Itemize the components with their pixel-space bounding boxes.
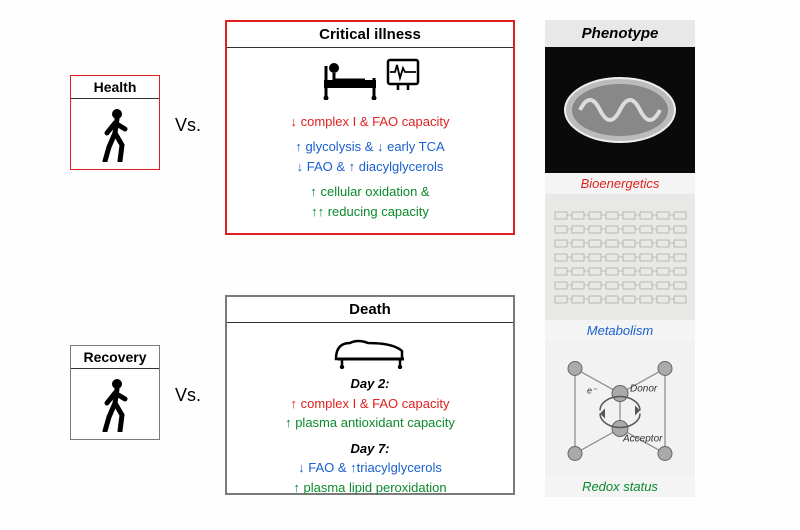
critical-line: ↓ complex I & FAO capacity (239, 113, 501, 131)
health-title: Health (71, 76, 159, 99)
death-title: Death (227, 297, 513, 323)
phenotype-label: Bioenergetics (545, 173, 695, 194)
critical-title: Critical illness (227, 22, 513, 48)
recovery-title: Recovery (71, 346, 159, 369)
walking-person-icon (71, 369, 159, 440)
svg-text:e⁻: e⁻ (587, 386, 598, 396)
day7-header: Day 7: (239, 440, 501, 458)
redox-network-icon: e⁻ Donor Acceptor (545, 341, 695, 476)
day2-header: Day 2: (239, 375, 501, 393)
svg-text:Donor: Donor (630, 384, 658, 395)
critical-line: ↓ FAO & ↑ diacylglycerols (239, 158, 501, 176)
death-box: Death Day 2: ↑ complex I & FAO capacity↑… (225, 295, 515, 495)
pathway-map-icon (545, 194, 695, 320)
day2-line: ↑ complex I & FAO capacity (239, 395, 501, 413)
monitor-icon (386, 58, 420, 105)
svg-text:Acceptor: Acceptor (622, 434, 663, 445)
death-content: Day 2: ↑ complex I & FAO capacity↑ plasm… (227, 323, 513, 508)
hospital-bed-icon (320, 58, 380, 105)
critical-icon-row (239, 58, 501, 105)
vs-label-2: Vs. (175, 385, 201, 406)
day7-line: ↓ FAO & ↑triacylglycerols (239, 459, 501, 477)
phenotype-label: Redox status (545, 476, 695, 497)
critical-illness-box: Critical illness (225, 20, 515, 235)
health-box: Health (70, 75, 160, 170)
recovery-box: Recovery (70, 345, 160, 440)
critical-line: ↑↑ reducing capacity (239, 203, 501, 221)
phenotype-panel: Bioenergetics (545, 47, 695, 194)
covered-body-icon (239, 333, 501, 369)
phenotype-label: Metabolism (545, 320, 695, 341)
phenotype-title: Phenotype (545, 20, 695, 47)
phenotype-panel: Metabolism (545, 194, 695, 341)
critical-content: ↓ complex I & FAO capacity ↑ glycolysis &… (227, 48, 513, 232)
mitochondrion-icon (545, 47, 695, 173)
day7-line: ↑ plasma lipid peroxidation (239, 479, 501, 497)
critical-line: ↑ glycolysis & ↓ early TCA (239, 138, 501, 156)
critical-line: ↑ cellular oxidation & (239, 183, 501, 201)
phenotype-column: Phenotype Bioenergetics Metabolism e⁻ Donor… (545, 20, 695, 497)
phenotype-panel: e⁻ Donor Acceptor Redox status (545, 341, 695, 497)
walking-person-icon (71, 99, 159, 170)
day2-line: ↑ plasma antioxidant capacity (239, 414, 501, 432)
vs-label-1: Vs. (175, 115, 201, 136)
